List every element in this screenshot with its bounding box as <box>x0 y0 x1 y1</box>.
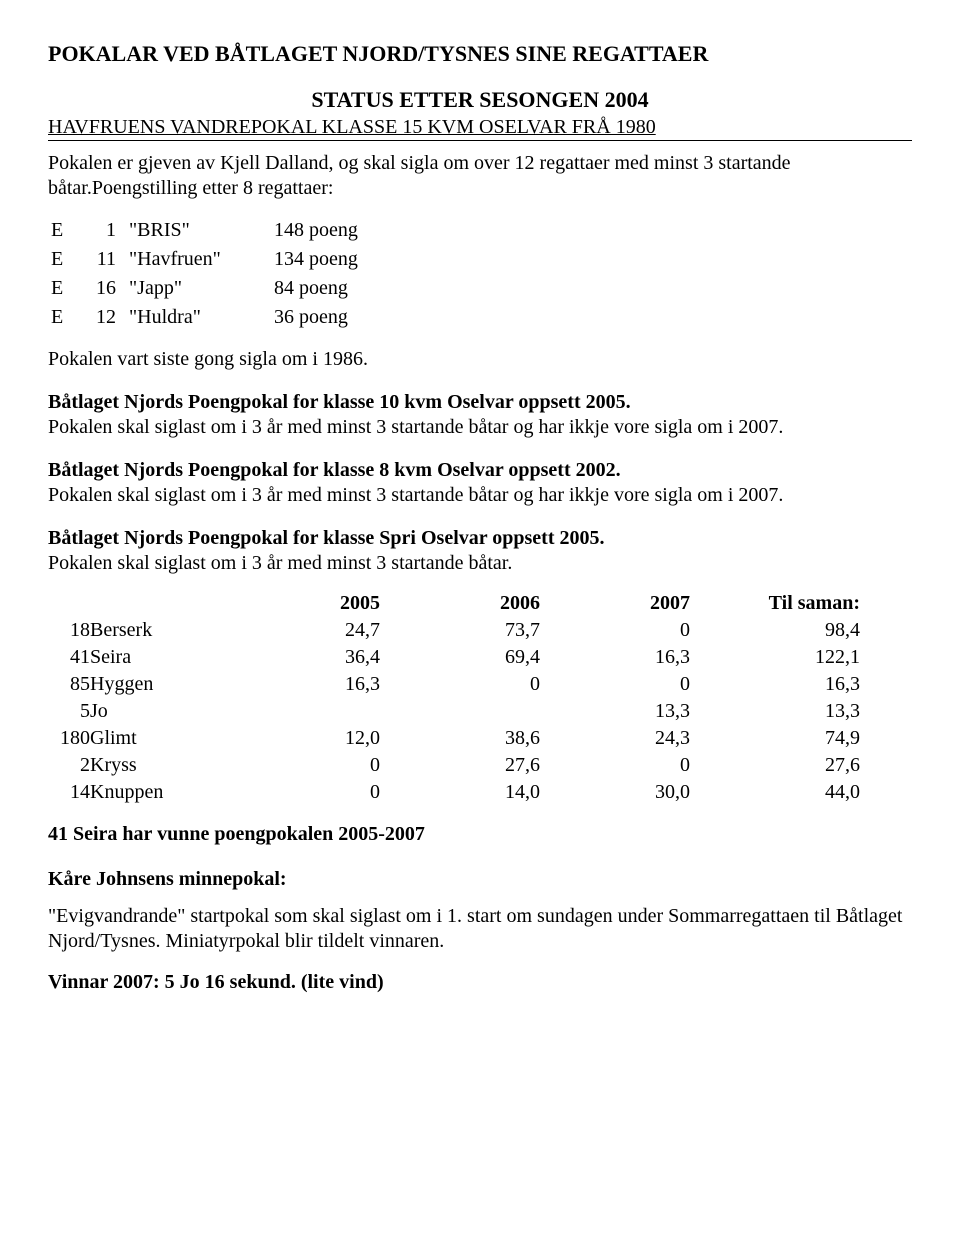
section-8-heading: Båtlaget Njords Poengpokal for klasse 8 … <box>48 458 912 483</box>
boat-num: 16 <box>85 275 126 302</box>
boat-name: "Japp" <box>128 275 271 302</box>
row-2006: 69,4 <box>380 644 540 671</box>
row-total: 44,0 <box>690 779 860 806</box>
boat-row: E1"BRIS"148 poeng <box>50 217 370 244</box>
row-total: 16,3 <box>690 671 860 698</box>
row-2007: 16,3 <box>540 644 690 671</box>
boat-points: 84 poeng <box>273 275 370 302</box>
row-2005 <box>220 698 380 725</box>
header-2005: 2005 <box>220 590 380 617</box>
intro-text: Pokalen er gjeven av Kjell Dalland, og s… <box>48 151 912 201</box>
table-row: 85Hyggen16,30016,3 <box>48 671 860 698</box>
row-name: Jo <box>90 698 220 725</box>
row-total: 13,3 <box>690 698 860 725</box>
row-total: 98,4 <box>690 617 860 644</box>
row-2005: 36,4 <box>220 644 380 671</box>
header-2007: 2007 <box>540 590 690 617</box>
row-2005: 0 <box>220 779 380 806</box>
boat-row: E16"Japp"84 poeng <box>50 275 370 302</box>
boat-code: E <box>50 217 83 244</box>
row-2005: 16,3 <box>220 671 380 698</box>
page-title: POKALAR VED BÅTLAGET NJORD/TYSNES SINE R… <box>48 40 912 68</box>
row-2005: 12,0 <box>220 725 380 752</box>
boat-name: "BRIS" <box>128 217 271 244</box>
row-total: 122,1 <box>690 644 860 671</box>
status-subtitle: STATUS ETTER SESONGEN 2004 <box>48 86 912 114</box>
havfruen-heading: HAVFRUENS VANDREPOKAL KLASSE 15 KVM OSEL… <box>48 116 656 138</box>
row-2007: 0 <box>540 671 690 698</box>
row-2007: 13,3 <box>540 698 690 725</box>
winner-line: 41 Seira har vunne poengpokalen 2005-200… <box>48 822 912 847</box>
row-id: 41 <box>48 644 90 671</box>
row-name: Berserk <box>90 617 220 644</box>
table-row: 41Seira36,469,416,3122,1 <box>48 644 860 671</box>
section-10-heading: Båtlaget Njords Poengpokal for klasse 10… <box>48 390 912 415</box>
kare-text: "Evigvandrande" startpokal som skal sigl… <box>48 904 912 954</box>
row-id: 85 <box>48 671 90 698</box>
table-row: 14Knuppen014,030,044,0 <box>48 779 860 806</box>
row-total: 74,9 <box>690 725 860 752</box>
boat-code: E <box>50 246 83 273</box>
table-row: 18Berserk24,773,7098,4 <box>48 617 860 644</box>
boat-num: 1 <box>85 217 126 244</box>
kare-heading: Kåre Johnsens minnepokal: <box>48 867 912 892</box>
boat-code: E <box>50 275 83 302</box>
boat-row: E12"Huldra"36 poeng <box>50 304 370 331</box>
boat-name: "Havfruen" <box>128 246 271 273</box>
row-2006: 38,6 <box>380 725 540 752</box>
row-name: Glimt <box>90 725 220 752</box>
table-row: 180Glimt12,038,624,374,9 <box>48 725 860 752</box>
boat-num: 12 <box>85 304 126 331</box>
row-2006: 27,6 <box>380 752 540 779</box>
row-id: 180 <box>48 725 90 752</box>
siste-gong: Pokalen vart siste gong sigla om i 1986. <box>48 347 912 372</box>
row-2006: 73,7 <box>380 617 540 644</box>
row-total: 27,6 <box>690 752 860 779</box>
row-2005: 24,7 <box>220 617 380 644</box>
section-10-sub: Pokalen skal siglast om i 3 år med minst… <box>48 415 912 440</box>
row-id: 2 <box>48 752 90 779</box>
boat-row: E11"Havfruen"134 poeng <box>50 246 370 273</box>
row-2005: 0 <box>220 752 380 779</box>
table-row: 2Kryss027,6027,6 <box>48 752 860 779</box>
section-8-sub: Pokalen skal siglast om i 3 år med minst… <box>48 483 912 508</box>
boat-points: 36 poeng <box>273 304 370 331</box>
row-name: Kryss <box>90 752 220 779</box>
boat-points: 148 poeng <box>273 217 370 244</box>
row-name: Hyggen <box>90 671 220 698</box>
boat-list: E1"BRIS"148 poengE11"Havfruen"134 poengE… <box>48 215 372 333</box>
boat-num: 11 <box>85 246 126 273</box>
points-table: 2005 2006 2007 Til saman: 18Berserk24,77… <box>48 590 860 806</box>
row-name: Knuppen <box>90 779 220 806</box>
row-2006 <box>380 698 540 725</box>
row-2007: 30,0 <box>540 779 690 806</box>
row-2007: 0 <box>540 617 690 644</box>
divider <box>48 140 912 141</box>
row-id: 14 <box>48 779 90 806</box>
row-2007: 0 <box>540 752 690 779</box>
row-2006: 0 <box>380 671 540 698</box>
section-spri-heading: Båtlaget Njords Poengpokal for klasse Sp… <box>48 526 912 551</box>
boat-code: E <box>50 304 83 331</box>
vinnar-line: Vinnar 2007: 5 Jo 16 sekund. (lite vind) <box>48 970 912 995</box>
row-id: 5 <box>48 698 90 725</box>
section-spri-sub: Pokalen skal siglast om i 3 år med minst… <box>48 551 912 576</box>
header-2006: 2006 <box>380 590 540 617</box>
row-2006: 14,0 <box>380 779 540 806</box>
row-name: Seira <box>90 644 220 671</box>
boat-points: 134 poeng <box>273 246 370 273</box>
header-total: Til saman: <box>690 590 860 617</box>
row-id: 18 <box>48 617 90 644</box>
table-row: 5Jo 13,313,3 <box>48 698 860 725</box>
boat-name: "Huldra" <box>128 304 271 331</box>
table-header-row: 2005 2006 2007 Til saman: <box>48 590 860 617</box>
row-2007: 24,3 <box>540 725 690 752</box>
